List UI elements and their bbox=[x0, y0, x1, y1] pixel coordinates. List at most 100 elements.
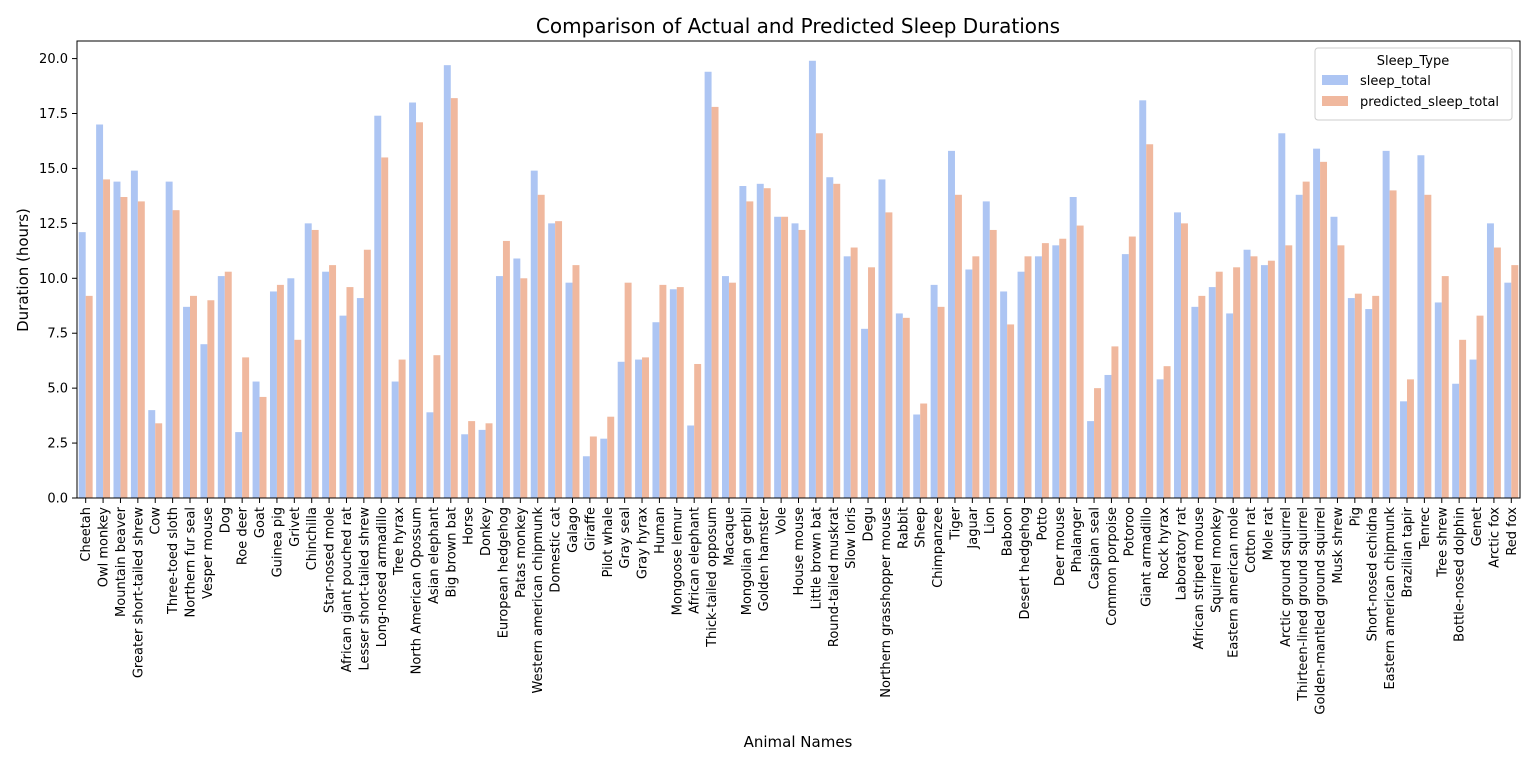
y-tick-label: 15.0 bbox=[39, 162, 68, 177]
y-tick-label: 7.5 bbox=[47, 327, 68, 342]
bar-sleep-total-north-american-opossum bbox=[409, 102, 417, 499]
bar-predicted-sleep-total-long-nosed-armadillo bbox=[381, 157, 389, 498]
bar-predicted-sleep-total-african-striped-mouse bbox=[1198, 295, 1206, 498]
y-tick-label: 12.5 bbox=[39, 217, 68, 232]
bar-predicted-sleep-total-african-elephant bbox=[694, 363, 702, 498]
x-tick-label-rabbit: Rabbit bbox=[896, 507, 911, 549]
bar-predicted-sleep-total-mole-rat bbox=[1267, 260, 1275, 498]
bar-sleep-total-musk-shrew bbox=[1330, 216, 1338, 498]
bar-predicted-sleep-total-big-brown-bat bbox=[450, 98, 458, 498]
bar-predicted-sleep-total-degu bbox=[868, 267, 875, 498]
x-tick-label-star-nosed-mole: Star-nosed mole bbox=[323, 507, 338, 613]
bar-sleep-total-cow bbox=[148, 410, 156, 498]
x-tick-label-long-nosed-armadillo: Long-nosed armadillo bbox=[375, 507, 390, 647]
x-tick-label-little-brown-bat: Little brown bat bbox=[809, 507, 824, 609]
x-tick-label-tenrec: Tenrec bbox=[1418, 507, 1433, 550]
x-tick-label-arctic-fox: Arctic fox bbox=[1487, 507, 1502, 568]
bar-sleep-total-pig bbox=[1347, 298, 1355, 498]
bar-predicted-sleep-total-potoroo bbox=[1128, 236, 1136, 499]
bar-predicted-sleep-total-rabbit bbox=[902, 317, 910, 498]
bar-predicted-sleep-total-vole bbox=[781, 216, 789, 498]
bar-sleep-total-giant-armadillo bbox=[1139, 100, 1147, 498]
bar-sleep-total-brazilian-tapir bbox=[1400, 401, 1407, 498]
bar-sleep-total-potto bbox=[1034, 256, 1042, 498]
bar-sleep-total-common-porpoise bbox=[1104, 374, 1112, 498]
x-tick-label-domestic-cat: Domestic cat bbox=[549, 507, 564, 593]
bar-sleep-total-vole bbox=[774, 216, 782, 498]
bar-sleep-total-tiger bbox=[948, 150, 955, 499]
y-tick-label: 5.0 bbox=[47, 382, 68, 397]
x-tick-label-thirteen-lined-ground-squirrel: Thirteen-lined ground squirrel bbox=[1296, 507, 1311, 702]
x-tick-label-phalanger: Phalanger bbox=[1070, 506, 1085, 572]
bar-sleep-total-laboratory-rat bbox=[1174, 212, 1181, 499]
bar-predicted-sleep-total-north-american-opossum bbox=[416, 122, 423, 498]
x-tick-label-eastern-american-chipmunk: Eastern american chipmunk bbox=[1383, 507, 1398, 690]
bar-sleep-total-northern-fur-seal bbox=[183, 306, 190, 498]
x-tick-label-patas-monkey: Patas monkey bbox=[514, 507, 529, 598]
x-tick-label-cow: Cow bbox=[149, 507, 164, 535]
bar-sleep-total-long-nosed-armadillo bbox=[374, 115, 382, 498]
bar-predicted-sleep-total-common-porpoise bbox=[1111, 346, 1119, 498]
bar-sleep-total-eastern-american-mole bbox=[1226, 313, 1234, 498]
y-tick-label: 2.5 bbox=[47, 437, 68, 452]
bar-sleep-total-donkey bbox=[478, 429, 486, 498]
x-tick-label-thick-tailed-opposum: Thick-tailed opposum bbox=[705, 507, 720, 648]
bar-sleep-total-three-toed-sloth bbox=[165, 181, 173, 498]
bar-sleep-total-western-american-chipmunk bbox=[530, 170, 538, 498]
bar-predicted-sleep-total-jaguar bbox=[972, 256, 980, 498]
bar-predicted-sleep-total-mountain-beaver bbox=[120, 197, 128, 498]
x-tick-label-golden-mantled-ground-squirrel: Golden-mantled ground squirrel bbox=[1314, 507, 1329, 715]
x-tick-label-slow-loris: Slow loris bbox=[844, 507, 859, 569]
x-axis-label: Animal Names bbox=[744, 733, 853, 751]
bar-predicted-sleep-total-giant-armadillo bbox=[1146, 144, 1154, 498]
x-tick-label-african-giant-pouched-rat: African giant pouched rat bbox=[340, 507, 355, 672]
bar-predicted-sleep-total-golden-mantled-ground-squirrel bbox=[1320, 161, 1328, 498]
y-tick-label: 0.0 bbox=[47, 492, 68, 507]
x-tick-label-laboratory-rat: Laboratory rat bbox=[1174, 507, 1189, 600]
x-tick-label-african-striped-mouse: African striped mouse bbox=[1192, 507, 1207, 650]
x-tick-label-rock-hyrax: Rock hyrax bbox=[1157, 507, 1172, 579]
bar-sleep-total-potoroo bbox=[1121, 254, 1129, 498]
x-tick-label-dog: Dog bbox=[218, 507, 233, 533]
bar-predicted-sleep-total-thick-tailed-opposum bbox=[711, 106, 719, 498]
x-tick-label-mountain-beaver: Mountain beaver bbox=[114, 506, 129, 617]
bar-predicted-sleep-total-pilot-whale bbox=[607, 416, 615, 498]
bar-predicted-sleep-total-tree-hyrax bbox=[398, 359, 406, 498]
bar-predicted-sleep-total-horse bbox=[468, 421, 476, 498]
x-tick-label-macaque: Macaque bbox=[722, 507, 737, 566]
bar-predicted-sleep-total-laboratory-rat bbox=[1180, 223, 1188, 499]
x-tick-label-european-hedgehog: European hedgehog bbox=[496, 507, 511, 638]
bar-predicted-sleep-total-asian-elephant bbox=[433, 355, 441, 498]
bar-predicted-sleep-total-arctic-fox bbox=[1493, 247, 1501, 498]
bar-sleep-total-lion bbox=[982, 201, 990, 498]
bar-sleep-total-greater-short-tailed-shrew bbox=[130, 170, 138, 498]
bar-predicted-sleep-total-squirrel-monkey bbox=[1215, 271, 1223, 498]
bar-predicted-sleep-total-caspian-seal bbox=[1094, 388, 1101, 498]
bar-predicted-sleep-total-lion bbox=[989, 229, 997, 498]
bar-predicted-sleep-total-lesser-short-tailed-shrew bbox=[363, 249, 371, 498]
bar-predicted-sleep-total-human bbox=[659, 284, 667, 498]
x-tick-label-giant-armadillo: Giant armadillo bbox=[1140, 507, 1155, 607]
x-tick-label-golden-hamster: Golden hamster bbox=[757, 506, 772, 611]
x-tick-label-bottle-nosed-dolphin: Bottle-nosed dolphin bbox=[1453, 507, 1468, 642]
bar-predicted-sleep-total-greater-short-tailed-shrew bbox=[137, 201, 145, 498]
bar-predicted-sleep-total-house-mouse bbox=[798, 229, 806, 498]
x-tick-label-big-brown-bat: Big brown bat bbox=[444, 507, 459, 598]
bar-predicted-sleep-total-baboon bbox=[1007, 324, 1015, 498]
x-tick-label-pilot-whale: Pilot whale bbox=[601, 507, 616, 577]
x-tick-label-greater-short-tailed-shrew: Greater short-tailed shrew bbox=[131, 507, 146, 679]
bar-sleep-total-grivet bbox=[287, 278, 295, 498]
bar-sleep-total-golden-hamster bbox=[756, 183, 764, 498]
y-tick-label: 20.0 bbox=[39, 52, 68, 67]
bar-sleep-total-big-brown-bat bbox=[443, 65, 451, 499]
bar-predicted-sleep-total-phalanger bbox=[1076, 225, 1084, 498]
bar-sleep-total-thick-tailed-opposum bbox=[704, 71, 712, 498]
bar-predicted-sleep-total-goat bbox=[259, 396, 267, 498]
bar-sleep-total-african-elephant bbox=[687, 425, 695, 498]
x-tick-label-western-american-chipmunk: Western american chipmunk bbox=[531, 507, 546, 694]
bar-sleep-total-jaguar bbox=[965, 269, 973, 498]
x-tick-label-tiger: Tiger bbox=[948, 506, 963, 540]
x-tick-label-deer-mouse: Deer mouse bbox=[1053, 507, 1068, 586]
bar-sleep-total-rock-hyrax bbox=[1156, 379, 1164, 498]
